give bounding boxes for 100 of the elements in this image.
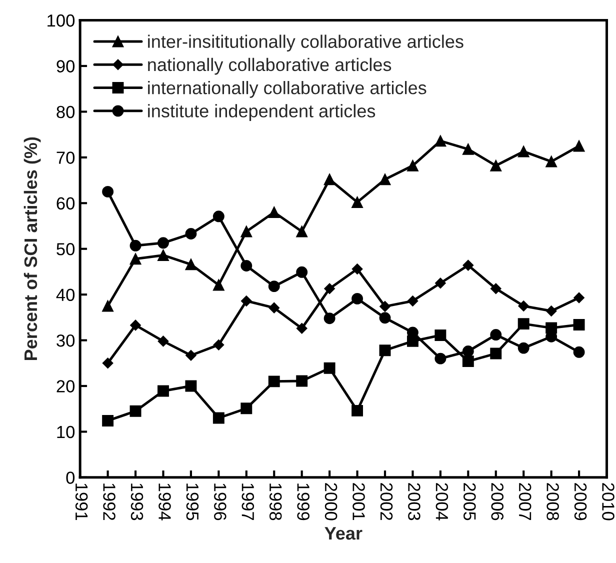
point bbox=[352, 264, 363, 274]
y-tick-label: 100 bbox=[48, 14, 75, 27]
x-tick-label: 1995 bbox=[186, 484, 199, 520]
point bbox=[268, 376, 280, 388]
x-tick-label: 2002 bbox=[380, 483, 393, 520]
point bbox=[518, 342, 530, 354]
point bbox=[352, 404, 364, 416]
x-tick-label: 2008 bbox=[546, 483, 559, 520]
point bbox=[379, 174, 391, 186]
y-tick-label: 10 bbox=[57, 426, 75, 438]
y-tick-label: 60 bbox=[56, 197, 75, 210]
point bbox=[102, 358, 114, 369]
y-axis-title: Percent of SCI articles (%) bbox=[24, 137, 41, 360]
point bbox=[462, 143, 474, 155]
x-tick-label: 2005 bbox=[464, 483, 476, 520]
point bbox=[324, 312, 336, 324]
point bbox=[352, 292, 364, 304]
point bbox=[213, 339, 224, 350]
x-tick-label: 1997 bbox=[242, 484, 254, 520]
point bbox=[324, 174, 336, 186]
x-tick-label: 1993 bbox=[130, 484, 144, 520]
point bbox=[434, 135, 446, 147]
point bbox=[490, 348, 502, 360]
x-axis-title: Year bbox=[324, 527, 362, 540]
point bbox=[490, 329, 502, 341]
x-tick-label: 2007 bbox=[518, 483, 532, 520]
point bbox=[434, 330, 446, 341]
x-tick-label: 2009 bbox=[574, 483, 587, 520]
point bbox=[185, 380, 197, 392]
point bbox=[130, 320, 141, 331]
point bbox=[379, 344, 391, 356]
point bbox=[130, 240, 142, 252]
point bbox=[240, 260, 252, 272]
point bbox=[462, 346, 474, 357]
point bbox=[406, 160, 418, 172]
x-tick-label: 2000 bbox=[324, 483, 338, 520]
y-tick-label: 90 bbox=[56, 60, 75, 72]
point bbox=[158, 250, 169, 261]
y-tick-label: 50 bbox=[56, 243, 75, 256]
legend-label: internationally collaborative articles bbox=[148, 81, 426, 98]
point bbox=[546, 306, 557, 316]
point bbox=[379, 312, 391, 324]
point bbox=[546, 156, 558, 168]
point bbox=[240, 226, 252, 238]
point bbox=[240, 296, 252, 306]
y-tick-label: 30 bbox=[56, 334, 75, 347]
point bbox=[212, 279, 224, 291]
x-tick-label: 1999 bbox=[297, 484, 310, 520]
point bbox=[212, 412, 224, 424]
point bbox=[407, 296, 418, 306]
point bbox=[130, 405, 142, 417]
point bbox=[158, 336, 169, 347]
y-tick-label: 40 bbox=[56, 288, 75, 302]
point bbox=[185, 258, 197, 270]
point bbox=[102, 300, 114, 312]
point bbox=[324, 362, 336, 374]
point bbox=[158, 385, 169, 397]
y-tick-label: 70 bbox=[56, 152, 75, 164]
point bbox=[462, 260, 474, 271]
point bbox=[130, 253, 142, 265]
x-tick-label: 2010 bbox=[602, 483, 614, 520]
point bbox=[296, 266, 308, 278]
point bbox=[296, 322, 308, 334]
point bbox=[573, 319, 585, 330]
point bbox=[268, 206, 280, 218]
point bbox=[573, 346, 585, 358]
point bbox=[240, 402, 252, 414]
y-tick-label: 80 bbox=[56, 106, 75, 118]
point bbox=[352, 196, 364, 208]
point bbox=[212, 210, 224, 222]
x-tick-label: 1994 bbox=[158, 484, 171, 520]
legend-label: nationally collaborative articles bbox=[148, 58, 392, 75]
point bbox=[158, 237, 169, 249]
point bbox=[462, 356, 474, 368]
point bbox=[102, 415, 114, 426]
x-tick-label: 2003 bbox=[408, 483, 420, 520]
point bbox=[380, 301, 390, 312]
point bbox=[435, 278, 446, 289]
point bbox=[574, 292, 584, 304]
point bbox=[296, 226, 308, 238]
y-tick-label: 20 bbox=[56, 380, 75, 392]
point bbox=[573, 140, 585, 152]
legend-label: institute independent articles bbox=[148, 104, 376, 121]
x-tick-label: 1996 bbox=[214, 484, 226, 520]
point bbox=[434, 352, 446, 364]
point bbox=[490, 160, 502, 172]
point bbox=[268, 302, 280, 314]
x-tick-label: 1992 bbox=[103, 484, 116, 520]
x-tick-label: 2001 bbox=[352, 483, 365, 520]
x-tick-label: 2004 bbox=[436, 483, 448, 520]
point bbox=[185, 228, 197, 240]
point bbox=[102, 186, 114, 198]
point bbox=[324, 283, 335, 294]
point bbox=[518, 318, 530, 330]
point bbox=[518, 300, 530, 312]
legend-label: inter-insititutionally collaborative articles bbox=[148, 34, 464, 52]
point bbox=[296, 375, 308, 387]
point bbox=[518, 146, 530, 158]
point bbox=[490, 283, 502, 294]
point bbox=[268, 280, 280, 292]
